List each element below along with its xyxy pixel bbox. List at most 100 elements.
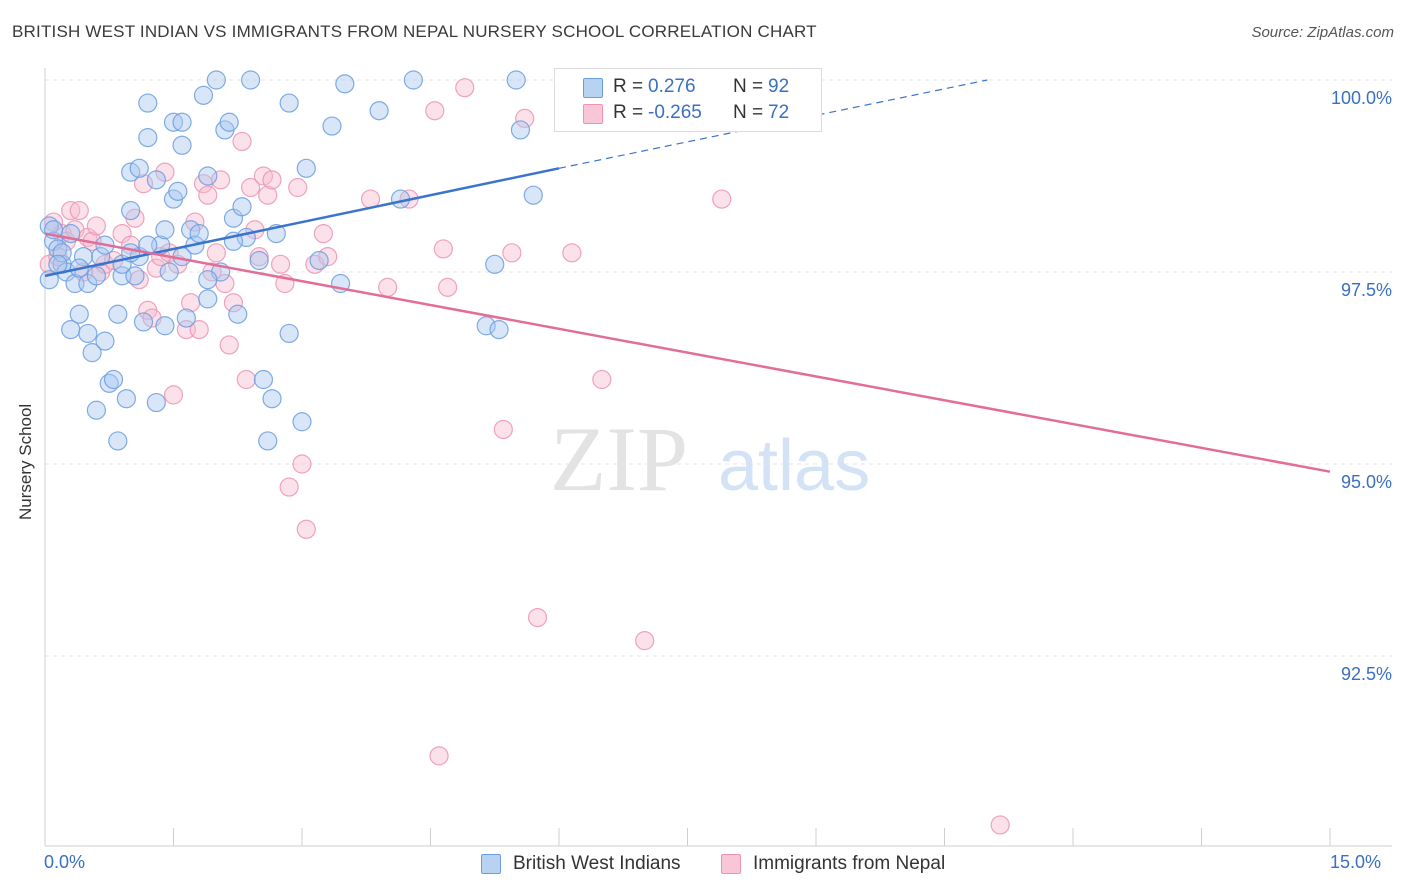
point-british-west-indians: [189, 224, 209, 244]
y-tick-label: 100.0%: [1331, 88, 1392, 108]
legend-label: British West Indians: [513, 853, 681, 874]
x-tick-label-max: 15.0%: [1330, 852, 1382, 872]
point-british-west-indians: [138, 93, 158, 113]
r-value: -0.265: [648, 102, 702, 123]
point-immigrants-from-nepal: [425, 101, 445, 121]
point-immigrants-from-nepal: [438, 277, 458, 297]
point-british-west-indians: [133, 312, 154, 332]
point-british-west-indians: [510, 120, 531, 140]
blue-swatch: [583, 78, 603, 98]
point-british-west-indians: [108, 304, 128, 324]
axes: [44, 68, 1392, 847]
point-british-west-indians: [219, 112, 239, 132]
n-label: N =: [733, 76, 764, 97]
n-value: 72: [768, 102, 790, 123]
trend-line-british-west-indians: [44, 167, 560, 278]
point-immigrants-from-nepal: [493, 419, 513, 440]
n-value: 92: [768, 76, 790, 97]
n-label: N =: [733, 102, 764, 123]
point-british-west-indians: [193, 85, 214, 105]
point-immigrants-from-nepal: [515, 108, 535, 129]
point-british-west-indians: [121, 200, 141, 221]
watermark-atlas: atlas: [718, 426, 870, 506]
point-immigrants-from-nepal: [635, 631, 655, 651]
y-tick-label: 97.5%: [1341, 280, 1392, 300]
point-immigrants-from-nepal: [292, 454, 312, 474]
point-british-west-indians: [78, 323, 98, 344]
point-immigrants-from-nepal: [206, 243, 226, 263]
point-immigrants-from-nepal: [198, 185, 218, 205]
point-british-west-indians: [506, 70, 526, 90]
point-immigrants-from-nepal: [258, 185, 278, 205]
legend-label: Immigrants from Nepal: [753, 853, 946, 874]
y-axis-title: Nursery School: [16, 403, 35, 520]
point-immigrants-from-nepal: [69, 200, 89, 221]
gridlines: [45, 79, 1392, 657]
point-immigrants-from-nepal: [163, 385, 184, 405]
point-british-west-indians: [335, 74, 355, 94]
point-british-west-indians: [155, 220, 175, 240]
point-immigrants-from-nepal: [429, 746, 449, 766]
point-british-west-indians: [309, 250, 329, 271]
point-immigrants-from-nepal: [241, 177, 261, 198]
point-british-west-indians: [86, 266, 107, 286]
point-british-west-indians: [82, 343, 102, 363]
point-british-west-indians: [322, 116, 342, 136]
trend-line-immigrants-from-nepal: [44, 232, 1331, 473]
point-immigrants-from-nepal: [189, 320, 209, 340]
point-british-west-indians: [116, 389, 136, 409]
point-immigrants-from-nepal: [527, 607, 548, 628]
y-tick-label: 95.0%: [1341, 472, 1392, 492]
point-british-west-indians: [249, 250, 269, 271]
y-tick-labels: 92.5% 95.0% 97.5% 100.0%: [1331, 88, 1392, 684]
r-value: 0.276: [648, 76, 696, 97]
watermark-zip: ZIP: [550, 408, 688, 510]
point-immigrants-from-nepal: [288, 177, 308, 198]
point-british-west-indians: [69, 304, 89, 324]
point-immigrants-from-nepal: [223, 293, 244, 313]
point-british-west-indians: [129, 158, 149, 178]
point-immigrants-from-nepal: [236, 369, 256, 390]
point-british-west-indians: [198, 289, 218, 309]
point-british-west-indians: [241, 70, 261, 90]
point-immigrants-from-nepal: [296, 519, 316, 539]
point-british-west-indians: [206, 70, 226, 90]
point-british-west-indians: [159, 262, 179, 282]
point-british-west-indians: [369, 101, 389, 121]
point-british-west-indians: [198, 166, 218, 186]
point-british-west-indians: [262, 389, 282, 409]
point-british-west-indians: [279, 323, 299, 344]
point-immigrants-from-nepal: [219, 335, 239, 355]
pink-swatch: [583, 104, 603, 124]
point-immigrants-from-nepal: [279, 477, 299, 497]
point-immigrants-from-nepal: [990, 815, 1010, 835]
point-immigrants-from-nepal: [313, 224, 334, 244]
point-british-west-indians: [103, 369, 124, 390]
point-british-west-indians: [125, 266, 145, 286]
point-immigrants-from-nepal: [262, 170, 282, 190]
legend-stats: R = 0.276 N = 92 R = -0.265 N = 72: [554, 68, 822, 132]
point-british-west-indians: [176, 308, 196, 328]
point-british-west-indians: [279, 93, 299, 113]
point-immigrants-from-nepal: [86, 216, 107, 236]
point-british-west-indians: [86, 400, 107, 420]
r-label: R =: [613, 102, 644, 123]
pink-swatch: [721, 854, 741, 874]
point-british-west-indians: [172, 135, 192, 155]
point-british-west-indians: [523, 185, 543, 205]
r-label: R =: [613, 76, 644, 97]
point-british-west-indians: [91, 247, 111, 267]
legend-series: British West Indians Immigrants from Nep…: [0, 850, 1406, 880]
point-british-west-indians: [403, 70, 423, 90]
point-immigrants-from-nepal: [562, 243, 582, 263]
point-british-west-indians: [73, 247, 94, 267]
x-tick-label-min: 0.0%: [44, 852, 86, 872]
point-british-west-indians: [108, 431, 128, 451]
point-british-west-indians: [168, 181, 188, 201]
point-british-west-indians: [155, 316, 175, 336]
blue-swatch: [481, 854, 501, 874]
point-british-west-indians: [138, 128, 158, 148]
point-british-west-indians: [485, 254, 505, 274]
point-immigrants-from-nepal: [502, 243, 522, 263]
